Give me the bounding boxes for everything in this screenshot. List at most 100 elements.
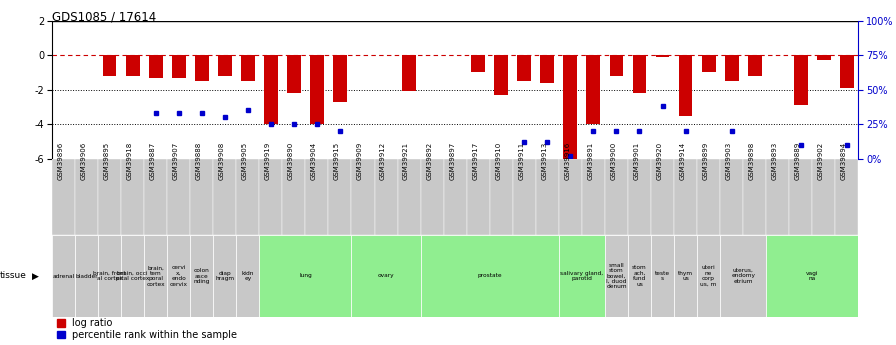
Bar: [172, 55, 185, 78]
Bar: [121, 235, 144, 317]
Text: GSM39899: GSM39899: [702, 142, 709, 180]
Bar: [540, 55, 555, 83]
Text: brain,
tem
poral
cortex: brain, tem poral cortex: [146, 265, 165, 287]
Bar: [536, 159, 559, 235]
Text: GSM39920: GSM39920: [657, 142, 662, 180]
Text: uterus,
endomy
etrium: uterus, endomy etrium: [731, 268, 755, 284]
Text: prostate: prostate: [478, 274, 502, 278]
Bar: [587, 55, 600, 124]
Bar: [237, 159, 259, 235]
Bar: [835, 159, 858, 235]
Text: GSM39906: GSM39906: [81, 142, 87, 180]
Bar: [720, 159, 743, 235]
Bar: [144, 235, 168, 317]
Text: adrenal: adrenal: [52, 274, 74, 278]
Bar: [840, 55, 854, 88]
Bar: [678, 55, 693, 116]
Text: GSM39911: GSM39911: [518, 142, 524, 180]
Text: bladder: bladder: [75, 274, 98, 278]
Text: brain, front
al cortex: brain, front al cortex: [93, 271, 125, 281]
Bar: [190, 235, 213, 317]
Text: GSM39900: GSM39900: [610, 142, 616, 180]
Bar: [75, 235, 98, 317]
Bar: [259, 235, 351, 317]
Text: uteri
ne
corp
us, m: uteri ne corp us, m: [701, 265, 717, 287]
Text: GSM39912: GSM39912: [380, 142, 386, 180]
Text: GSM39903: GSM39903: [726, 142, 732, 180]
Bar: [213, 159, 237, 235]
Text: GSM39909: GSM39909: [357, 142, 363, 180]
Bar: [633, 55, 646, 93]
Bar: [420, 159, 444, 235]
Bar: [490, 159, 513, 235]
Text: small
stom
bowel,
I, duod
denum: small stom bowel, I, duod denum: [606, 263, 627, 289]
Bar: [282, 159, 306, 235]
Text: GDS1085 / 17614: GDS1085 / 17614: [52, 10, 156, 23]
Bar: [98, 235, 121, 317]
Bar: [766, 159, 789, 235]
Text: GSM39921: GSM39921: [403, 142, 409, 180]
Bar: [513, 159, 536, 235]
Bar: [628, 235, 651, 317]
Text: GSM39898: GSM39898: [749, 142, 754, 180]
Bar: [651, 159, 674, 235]
Bar: [98, 159, 121, 235]
Text: GSM39890: GSM39890: [288, 142, 294, 180]
Bar: [517, 55, 531, 81]
Bar: [375, 159, 398, 235]
Text: kidn
ey: kidn ey: [242, 271, 254, 281]
Bar: [259, 159, 282, 235]
Bar: [213, 235, 237, 317]
Text: GSM39893: GSM39893: [771, 142, 778, 180]
Bar: [697, 235, 720, 317]
Bar: [144, 159, 168, 235]
Bar: [52, 159, 75, 235]
Text: GSM39902: GSM39902: [818, 142, 823, 180]
Bar: [656, 55, 669, 57]
Text: thym
us: thym us: [678, 271, 694, 281]
Text: cervi
x,
endo
cervix: cervi x, endo cervix: [169, 265, 187, 287]
Text: GSM39917: GSM39917: [472, 142, 478, 180]
Bar: [720, 235, 766, 317]
Text: colon
asce
nding: colon asce nding: [194, 268, 210, 284]
Bar: [651, 235, 674, 317]
Bar: [789, 159, 813, 235]
Bar: [766, 235, 858, 317]
Bar: [582, 159, 605, 235]
Bar: [351, 235, 420, 317]
Text: GSM39918: GSM39918: [126, 142, 133, 180]
Bar: [333, 55, 347, 102]
Text: ▶: ▶: [32, 272, 39, 280]
Bar: [817, 55, 831, 60]
Bar: [287, 55, 301, 93]
Text: GSM39914: GSM39914: [679, 142, 685, 180]
Text: GSM39908: GSM39908: [219, 142, 225, 180]
Bar: [168, 235, 190, 317]
Text: brain, occi
pital cortex: brain, occi pital cortex: [116, 271, 150, 281]
Bar: [725, 55, 738, 81]
Bar: [329, 159, 351, 235]
Text: lung: lung: [299, 274, 312, 278]
Bar: [559, 159, 582, 235]
Text: GSM39904: GSM39904: [311, 142, 317, 180]
Bar: [310, 55, 323, 124]
Bar: [674, 235, 697, 317]
Bar: [609, 55, 624, 76]
Text: GSM39907: GSM39907: [173, 142, 178, 180]
Bar: [559, 235, 605, 317]
Bar: [467, 159, 490, 235]
Text: GSM39896: GSM39896: [57, 142, 64, 180]
Bar: [420, 235, 559, 317]
Bar: [628, 159, 651, 235]
Bar: [351, 159, 375, 235]
Text: GSM39913: GSM39913: [541, 142, 547, 180]
Text: GSM39889: GSM39889: [795, 142, 801, 180]
Text: GSM39905: GSM39905: [242, 142, 248, 180]
Text: tissue: tissue: [0, 272, 27, 280]
Text: GSM39888: GSM39888: [195, 142, 202, 180]
Bar: [168, 159, 190, 235]
Text: salivary gland,
parotid: salivary gland, parotid: [560, 271, 603, 281]
Text: vagi
na: vagi na: [806, 271, 819, 281]
Legend: log ratio, percentile rank within the sample: log ratio, percentile rank within the sa…: [56, 318, 237, 340]
Bar: [218, 55, 232, 76]
